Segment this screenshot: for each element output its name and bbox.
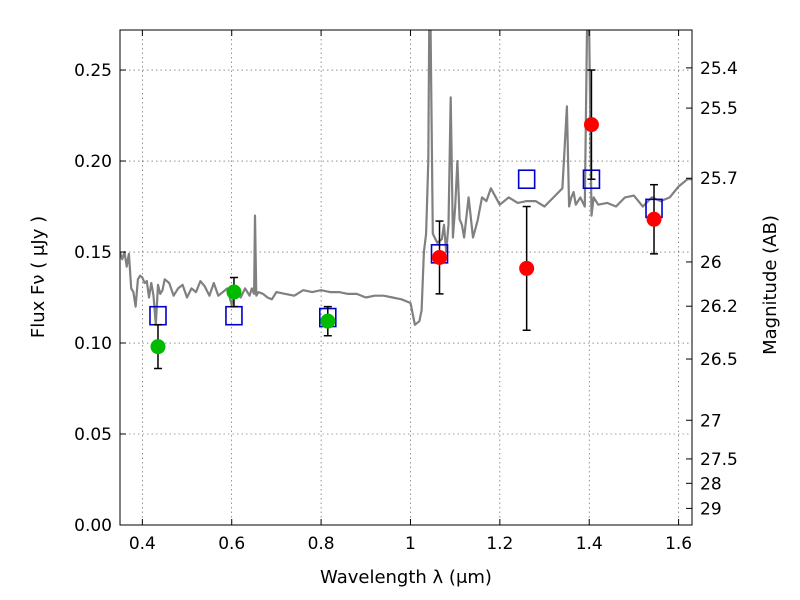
model-spectrum-line bbox=[120, 30, 692, 326]
x-tick-label: 1.2 bbox=[486, 534, 513, 554]
model-flux-square bbox=[149, 305, 167, 326]
y2-tick-label: 26.2 bbox=[700, 297, 738, 317]
observed-flux-point bbox=[320, 313, 336, 329]
plot-area bbox=[120, 30, 692, 370]
plot-frame bbox=[119, 29, 693, 526]
observed-flux-point bbox=[150, 339, 166, 355]
y2-tick-label: 29 bbox=[700, 499, 722, 519]
x-tick-label: 1.4 bbox=[576, 534, 603, 554]
y2-tick-label: 25.5 bbox=[700, 99, 738, 119]
x-tick-label: 1.6 bbox=[665, 534, 692, 554]
y-tick-label: 0.25 bbox=[74, 61, 112, 81]
observed-flux-point bbox=[226, 284, 242, 300]
observed-flux-point bbox=[583, 117, 599, 133]
x-tick-label: 1 bbox=[405, 534, 416, 554]
ticks: 0.4 0.6 0.8 1 1.2 1.4 1.6 0.00 0.05 0.10 0.15 0.20 0… bbox=[74, 30, 738, 554]
y2-tick-label: 28 bbox=[700, 474, 722, 494]
y2-tick-label: 27.5 bbox=[700, 450, 738, 470]
x-axis-title: Wavelength λ (μm) bbox=[320, 567, 492, 588]
y-tick-label: 0.05 bbox=[74, 425, 112, 445]
y-axis-title: Flux Fν ( μJy ) bbox=[28, 216, 49, 338]
y2-tick-label: 27 bbox=[700, 411, 722, 431]
grid bbox=[120, 30, 692, 526]
x-tick-label: 0.6 bbox=[218, 534, 245, 554]
y-tick-label: 0.10 bbox=[74, 334, 112, 354]
y2-tick-label: 25.7 bbox=[700, 169, 738, 189]
y2-tick-label: 26 bbox=[700, 253, 722, 273]
model-flux-square bbox=[225, 305, 243, 326]
y2-tick-label: 25.4 bbox=[700, 59, 738, 79]
y-tick-label: 0.00 bbox=[74, 516, 112, 536]
y-tick-label: 0.15 bbox=[74, 243, 112, 263]
y2-tick-label: 26.5 bbox=[700, 350, 738, 370]
model-flux-square bbox=[517, 169, 536, 190]
observed-flux-point bbox=[519, 260, 535, 276]
observed-flux-point bbox=[432, 249, 448, 265]
y2-axis-title: Magnitude (AB) bbox=[760, 215, 781, 355]
observed-flux-point bbox=[646, 211, 662, 227]
y-tick-label: 0.20 bbox=[74, 152, 112, 172]
x-tick-label: 0.4 bbox=[129, 534, 156, 554]
x-tick-label: 0.8 bbox=[308, 534, 335, 554]
